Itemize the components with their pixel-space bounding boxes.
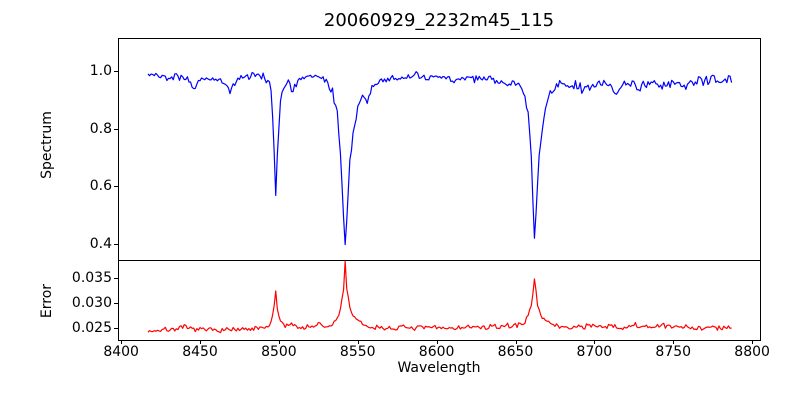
y-tick-label-spectrum: 0.8 bbox=[89, 120, 112, 137]
x-tick-label: 8600 bbox=[418, 344, 455, 360]
x-tick-label: 8650 bbox=[497, 344, 534, 360]
x-tick-label: 8750 bbox=[655, 344, 692, 360]
y-tick-label-spectrum: 0.4 bbox=[89, 235, 112, 252]
x-tick-label: 8450 bbox=[182, 344, 218, 360]
x-tick-label: 8400 bbox=[103, 344, 139, 360]
y-tick-label-spectrum: 0.6 bbox=[89, 178, 112, 195]
plot-title: 20060929_2232m45_115 bbox=[323, 10, 555, 31]
x-tick-label: 8800 bbox=[734, 344, 770, 360]
x-tick-label: 8500 bbox=[261, 344, 297, 360]
x-tick-label: 8700 bbox=[576, 344, 613, 360]
y-tick-label-error: 0.025 bbox=[71, 319, 112, 336]
x-axis-label: Wavelength bbox=[397, 360, 481, 376]
y-axis-label-spectrum: Spectrum bbox=[39, 111, 55, 179]
x-tick-label: 8550 bbox=[339, 344, 376, 360]
y-tick-label-spectrum: 1.0 bbox=[89, 63, 112, 80]
y-tick-label-error: 0.030 bbox=[71, 294, 112, 311]
y-axis-label-error: Error bbox=[39, 283, 55, 319]
y-tick-label-error: 0.035 bbox=[71, 269, 112, 286]
